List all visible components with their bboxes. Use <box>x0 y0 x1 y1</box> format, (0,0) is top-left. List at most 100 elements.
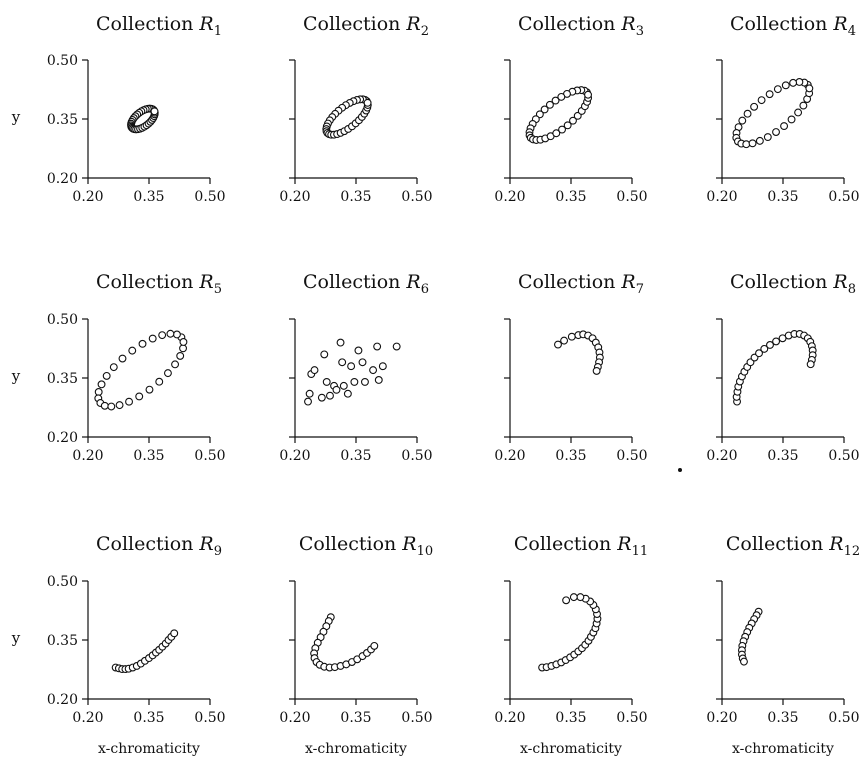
data-point <box>343 389 352 398</box>
x-tick-label: 0.50 <box>401 189 432 205</box>
y-axis-label: y <box>11 629 21 647</box>
y-tick-label: 0.20 <box>47 430 78 446</box>
data-point <box>128 346 137 355</box>
data-point <box>378 362 387 371</box>
data-point <box>118 354 127 363</box>
x-tick-label: 0.50 <box>194 189 225 205</box>
y-tick-label: 0.50 <box>47 312 78 328</box>
y-tick-label: 0.35 <box>47 371 78 387</box>
x-tick-label: 0.20 <box>494 710 525 726</box>
panel-r8: Collection R8 0.20 0.35 0.50 <box>706 271 859 464</box>
data-point <box>766 341 774 349</box>
x-tick-label: 0.20 <box>279 448 310 464</box>
data-point <box>97 380 106 389</box>
data-point <box>350 377 359 386</box>
data-point <box>94 388 103 396</box>
x-tick-label: 0.20 <box>706 448 737 464</box>
data-point <box>304 397 312 406</box>
panel-r10: Collection R10 0.20 0.35 0.50 x-chromaticity <box>279 533 433 757</box>
panel-title: Collection R8 <box>730 271 856 297</box>
data-point <box>339 381 348 390</box>
data-point <box>107 402 116 411</box>
data-point <box>109 363 118 372</box>
data-point <box>757 96 766 105</box>
x-tick-label: 0.20 <box>72 448 103 464</box>
data-point <box>360 377 369 386</box>
data-point <box>338 358 347 367</box>
data-point <box>569 116 577 125</box>
data-point <box>125 397 133 406</box>
data-point <box>374 376 383 384</box>
x-tick-label: 0.35 <box>133 448 164 464</box>
data-point <box>740 657 748 666</box>
panel-r12: Collection R12 0.20 0.35 0.50 x-chromaticity <box>706 533 860 757</box>
panel-r7: Collection R7 0.20 0.35 0.50 <box>494 271 647 464</box>
x-tick-label: 0.35 <box>767 189 798 205</box>
x-tick-label: 0.50 <box>828 710 859 726</box>
data-point <box>780 122 789 131</box>
panel-title: Collection R6 <box>303 271 429 297</box>
data-point <box>166 329 175 338</box>
panel-r4: Collection R4 0.20 0.35 0.50 <box>706 13 859 205</box>
x-tick-label: 0.35 <box>767 710 798 726</box>
data-point <box>320 350 329 359</box>
data-point <box>115 401 124 410</box>
data-point <box>563 121 572 130</box>
data-point <box>138 339 147 348</box>
y-tick-label: 0.35 <box>47 112 78 128</box>
panel-r1: Collection R1 0.20 0.35 0.50 0.20 0.35 0.50 y <box>11 13 226 205</box>
data-point <box>310 366 319 375</box>
data-point <box>369 366 378 375</box>
y-tick-label: 0.20 <box>47 692 78 708</box>
data-point <box>799 101 808 110</box>
x-tick-label: 0.20 <box>72 189 103 205</box>
data-point <box>332 385 341 394</box>
x-tick-label: 0.20 <box>494 189 525 205</box>
data-point <box>795 78 804 86</box>
data-point <box>794 108 803 117</box>
x-axis-label: x-chromaticity <box>520 741 622 757</box>
data-point <box>363 98 372 107</box>
x-tick-label: 0.35 <box>555 189 586 205</box>
panel-r2: Collection R2 0.20 0.35 0.50 <box>279 13 432 205</box>
y-tick-label: 0.50 <box>47 574 78 590</box>
panel-r6: Collection R6 0.20 0.35 0.50 <box>279 271 432 464</box>
panel-title: Collection R3 <box>518 13 644 39</box>
data-point <box>102 371 111 380</box>
data-point <box>781 81 790 90</box>
x-tick-label: 0.20 <box>72 710 103 726</box>
panel-r3: Collection R3 0.20 0.35 0.50 <box>494 13 647 205</box>
data-point <box>176 351 185 360</box>
x-tick-label: 0.50 <box>194 448 225 464</box>
data-point <box>750 102 759 111</box>
data-point <box>370 641 379 650</box>
x-tick-label: 0.50 <box>401 710 432 726</box>
data-point <box>789 78 798 87</box>
data-point <box>317 393 326 402</box>
data-point <box>738 116 747 125</box>
y-tick-label: 0.35 <box>47 633 78 649</box>
x-tick-label: 0.35 <box>133 189 164 205</box>
panel-title: Collection R7 <box>518 271 644 297</box>
x-tick-label: 0.35 <box>555 448 586 464</box>
data-point <box>772 128 780 136</box>
panel-title: Collection R5 <box>96 271 222 297</box>
x-tick-label: 0.35 <box>767 448 798 464</box>
x-tick-label: 0.20 <box>706 710 737 726</box>
x-tick-label: 0.35 <box>340 189 371 205</box>
panel-title: Collection R2 <box>303 13 429 39</box>
data-point <box>170 629 179 638</box>
data-point <box>584 90 592 99</box>
data-point <box>155 377 164 386</box>
y-tick-label: 0.50 <box>47 53 78 69</box>
data-point <box>806 360 815 369</box>
data-point <box>358 358 367 367</box>
y-tick-label: 0.20 <box>47 171 78 187</box>
x-tick-label: 0.50 <box>194 710 225 726</box>
data-point <box>554 340 562 349</box>
data-point <box>755 136 764 145</box>
x-tick-label: 0.20 <box>706 189 737 205</box>
data-point <box>145 385 154 394</box>
data-point <box>354 346 363 355</box>
